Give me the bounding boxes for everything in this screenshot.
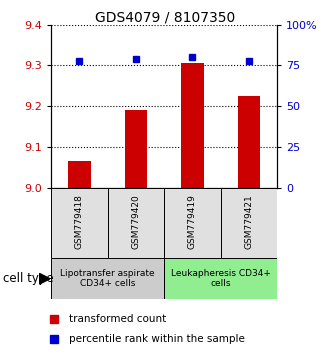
Text: GSM779419: GSM779419 (188, 194, 197, 249)
Text: GSM779420: GSM779420 (131, 194, 141, 249)
Text: transformed count: transformed count (69, 314, 166, 324)
Text: GSM779418: GSM779418 (75, 194, 84, 249)
Bar (238, 96, 260, 188)
Text: GDS4079 / 8107350: GDS4079 / 8107350 (95, 11, 235, 25)
Text: GSM779421: GSM779421 (245, 194, 253, 249)
Bar (164, 188, 221, 258)
Bar (125, 110, 147, 188)
Text: Leukapheresis CD34+
cells: Leukapheresis CD34+ cells (171, 269, 271, 289)
Bar (221, 188, 277, 258)
Text: percentile rank within the sample: percentile rank within the sample (69, 335, 245, 344)
Text: cell type: cell type (3, 272, 54, 285)
Polygon shape (40, 273, 50, 284)
Bar (51, 258, 164, 299)
Text: Lipotransfer aspirate
CD34+ cells: Lipotransfer aspirate CD34+ cells (60, 269, 155, 289)
Bar (68, 161, 91, 188)
Bar (181, 63, 204, 188)
Bar (164, 258, 277, 299)
Bar (108, 188, 164, 258)
Bar (51, 188, 108, 258)
